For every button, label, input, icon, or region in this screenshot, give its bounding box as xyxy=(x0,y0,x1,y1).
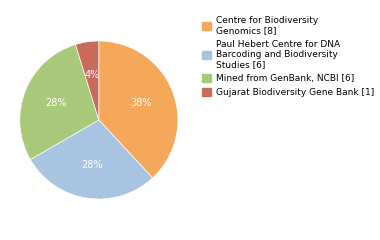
Text: 28%: 28% xyxy=(81,160,103,170)
Text: 38%: 38% xyxy=(131,98,152,108)
Text: 4%: 4% xyxy=(84,70,100,80)
Wedge shape xyxy=(99,41,178,178)
Wedge shape xyxy=(20,44,99,160)
Text: 28%: 28% xyxy=(45,98,67,108)
Legend: Centre for Biodiversity
Genomics [8], Paul Hebert Centre for DNA
Barcoding and B: Centre for Biodiversity Genomics [8], Pa… xyxy=(202,16,374,97)
Wedge shape xyxy=(76,41,99,120)
Wedge shape xyxy=(30,120,152,199)
